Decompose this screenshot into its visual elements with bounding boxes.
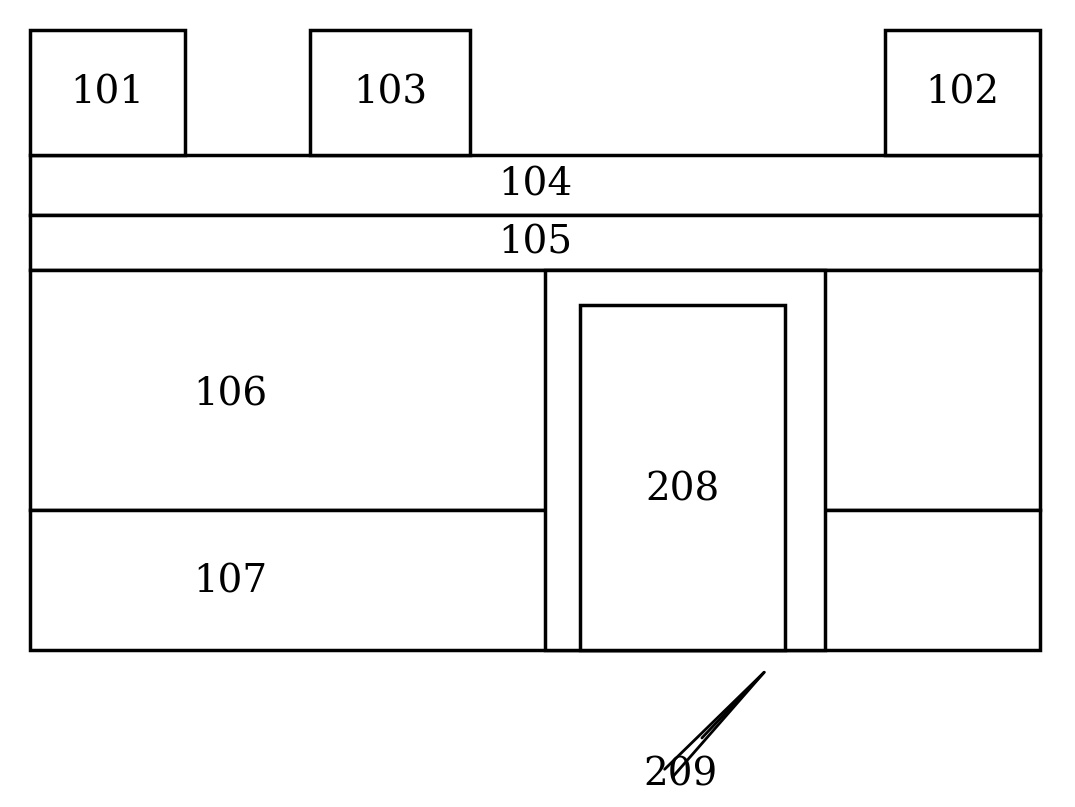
Text: 107: 107 bbox=[192, 563, 267, 600]
Text: 102: 102 bbox=[926, 74, 1000, 111]
Text: 106: 106 bbox=[192, 377, 267, 413]
Text: 209: 209 bbox=[643, 756, 717, 793]
Bar bbox=[30, 215, 1040, 270]
Bar bbox=[30, 30, 185, 155]
Bar bbox=[310, 30, 470, 155]
Bar bbox=[30, 270, 1040, 510]
Text: 105: 105 bbox=[498, 224, 572, 261]
Bar bbox=[885, 30, 1040, 155]
Text: 104: 104 bbox=[498, 166, 572, 203]
Text: 208: 208 bbox=[645, 471, 719, 508]
Bar bbox=[30, 155, 1040, 215]
Bar bbox=[30, 510, 1040, 650]
Bar bbox=[580, 305, 785, 650]
Text: 103: 103 bbox=[353, 74, 427, 111]
Text: 101: 101 bbox=[71, 74, 144, 111]
Bar bbox=[545, 270, 825, 650]
